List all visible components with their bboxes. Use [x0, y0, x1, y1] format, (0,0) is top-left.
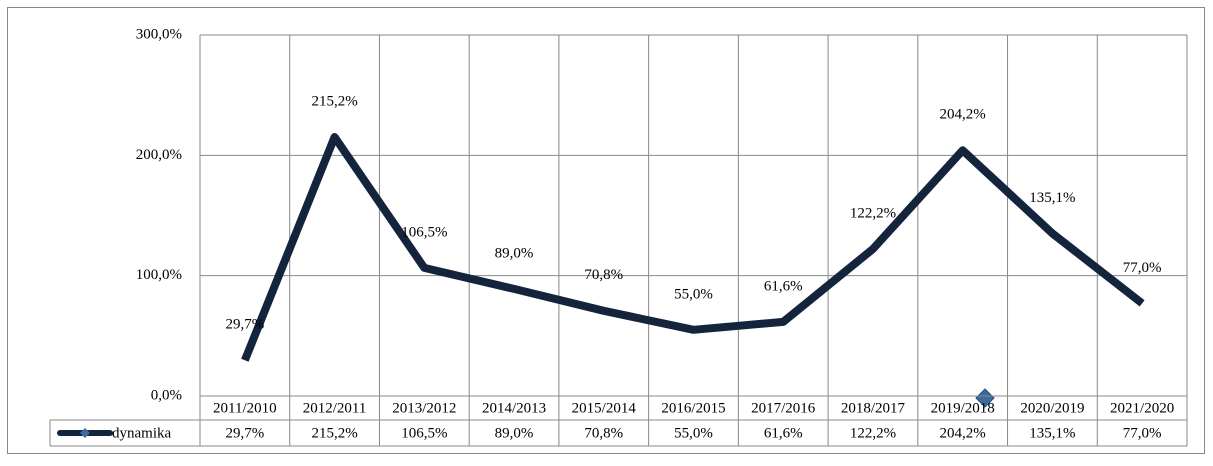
- line-series: [241, 133, 1145, 362]
- x-tick-label: 2012/2011: [303, 400, 367, 416]
- data-label: 61,6%: [764, 278, 803, 294]
- chart-border: [7, 7, 1205, 454]
- table-value: 122,2%: [850, 425, 896, 441]
- data-label: 77,0%: [1123, 260, 1162, 276]
- data-label: 204,2%: [940, 107, 986, 123]
- legend-marker: [80, 428, 90, 438]
- y-tick-label: 300,0%: [136, 26, 182, 42]
- legend-label: dynamika: [112, 425, 171, 441]
- data-label: 106,5%: [401, 224, 447, 240]
- table-value: 77,0%: [1123, 425, 1162, 441]
- table-value: 106,5%: [401, 425, 447, 441]
- x-tick-label: 2011/2010: [213, 400, 277, 416]
- x-tick-label: 2013/2012: [392, 400, 456, 416]
- table-value: 61,6%: [764, 425, 803, 441]
- data-label: 215,2%: [311, 93, 357, 109]
- x-tick-label: 2014/2013: [482, 400, 546, 416]
- data-label: 89,0%: [495, 245, 534, 261]
- data-label: 29,7%: [225, 317, 264, 333]
- stray-marker: [975, 388, 995, 408]
- y-tick-label: 200,0%: [136, 147, 182, 163]
- table-value: 70,8%: [584, 425, 623, 441]
- data-label: 70,8%: [584, 267, 623, 283]
- data-label: 135,1%: [1029, 190, 1075, 206]
- table-value: 204,2%: [940, 425, 986, 441]
- data-label: 122,2%: [850, 205, 896, 221]
- x-tick-label: 2019/2018: [931, 400, 995, 416]
- table-value: 215,2%: [311, 425, 357, 441]
- x-tick-label: 2015/2014: [572, 400, 637, 416]
- table-value: 135,1%: [1029, 425, 1075, 441]
- x-tick-label: 2020/2019: [1020, 400, 1084, 416]
- x-tick-label: 2017/2016: [751, 400, 816, 416]
- table-value: 89,0%: [495, 425, 534, 441]
- table-value: 55,0%: [674, 425, 713, 441]
- table-value: 29,7%: [225, 425, 264, 441]
- x-tick-label: 2021/2020: [1110, 400, 1174, 416]
- y-tick-label: 100,0%: [136, 267, 182, 283]
- y-tick-label: 0,0%: [151, 387, 182, 403]
- x-tick-label: 2016/2015: [661, 400, 725, 416]
- data-label: 55,0%: [674, 286, 713, 302]
- x-tick-label: 2018/2017: [841, 400, 906, 416]
